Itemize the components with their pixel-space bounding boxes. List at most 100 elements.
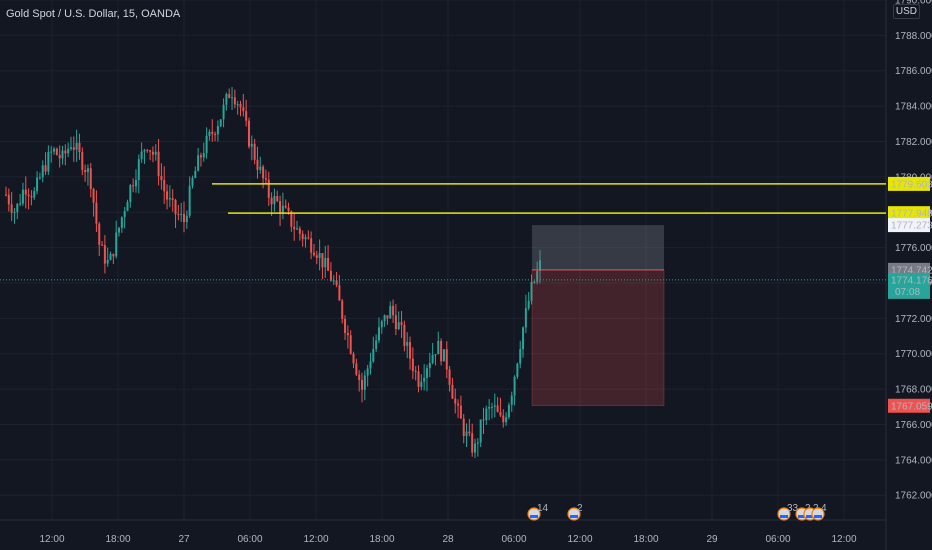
candle-body	[284, 205, 287, 208]
candle-body	[440, 340, 443, 362]
candle-body	[505, 417, 508, 423]
candle-body	[301, 233, 304, 240]
candle-body	[250, 143, 253, 147]
candle-body	[202, 153, 205, 158]
candle-body	[279, 201, 282, 213]
candle-body	[493, 405, 496, 407]
candle-body	[115, 232, 118, 257]
candle-body	[361, 379, 363, 390]
candle-body	[245, 111, 248, 121]
candle-body	[24, 189, 27, 195]
candle-body	[84, 170, 87, 173]
position-stop-zone[interactable]	[531, 269, 665, 407]
candle-body	[524, 308, 527, 328]
candle-body	[38, 177, 41, 179]
candle-body	[89, 168, 92, 189]
candle-body	[154, 151, 157, 155]
y-tick-label: 1786.000	[895, 66, 932, 77]
candle-body	[183, 213, 185, 223]
candle-body	[482, 419, 485, 421]
y-tick-label: 1768.000	[895, 385, 932, 396]
candle-body	[168, 198, 171, 200]
candle-body	[50, 151, 53, 153]
price-axis-tag-label: 1777.273	[891, 221, 932, 232]
candle-body	[448, 369, 451, 385]
x-tick-label: 06:00	[765, 534, 790, 545]
candle-body	[208, 131, 211, 136]
candle-body	[242, 107, 245, 112]
candle-body	[13, 212, 16, 214]
candle-body	[352, 353, 355, 364]
y-tick-label: 1766.000	[895, 420, 932, 431]
candle-body	[75, 142, 78, 150]
level-price-label: 1779.603	[891, 179, 932, 190]
candle-body	[389, 305, 392, 319]
candle-body	[163, 179, 166, 192]
countdown-label: 07:08	[895, 287, 920, 298]
candle-body	[219, 119, 222, 127]
candle-body	[372, 348, 375, 362]
candle-body	[47, 151, 50, 172]
candle-body	[267, 179, 270, 198]
candle-body	[383, 315, 386, 322]
candle-body	[273, 196, 276, 205]
event-count-label: 2	[577, 503, 583, 514]
candle-body	[64, 150, 67, 154]
candle-body	[375, 340, 378, 349]
x-tick-label: 12:00	[831, 534, 856, 545]
currency-button[interactable]: USD	[892, 4, 920, 19]
y-tick-label: 1770.000	[895, 349, 932, 360]
candle-body	[366, 368, 369, 376]
candle-body	[53, 148, 56, 152]
y-tick-label: 1788.000	[895, 31, 932, 42]
candle-body	[465, 431, 468, 437]
candle-body	[262, 166, 265, 179]
candle-body	[321, 253, 324, 268]
candle-body	[527, 300, 530, 309]
candle-body	[369, 361, 372, 369]
price-axis-tag-label: 1767.059	[891, 401, 932, 412]
candle-body	[358, 374, 361, 380]
candle-body	[312, 252, 315, 256]
candle-body	[185, 215, 188, 223]
position-target-zone[interactable]	[532, 225, 664, 270]
candle-body	[253, 143, 256, 160]
candle-body	[296, 228, 299, 230]
price-axis-tag	[888, 398, 930, 413]
candle-body	[126, 202, 129, 212]
candle-body	[55, 148, 58, 156]
candle-body	[476, 442, 479, 444]
candle-body	[270, 197, 273, 205]
candle-body	[539, 260, 541, 271]
candle-body	[112, 253, 115, 257]
candle-body	[479, 419, 482, 443]
candle-body	[10, 204, 13, 213]
candle-body	[81, 152, 84, 171]
candle-body	[335, 280, 338, 286]
candle-body	[276, 196, 279, 202]
x-tick-label: 28	[442, 534, 454, 545]
level-price-tag	[888, 206, 930, 221]
candle-body	[536, 270, 539, 282]
candle-body	[95, 202, 98, 224]
candle-body	[33, 191, 36, 198]
candle-body	[180, 213, 183, 215]
candle-body	[69, 147, 72, 149]
candle-body	[324, 257, 327, 268]
candle-body	[485, 408, 488, 421]
candle-body	[522, 327, 525, 350]
candle-body	[171, 198, 174, 200]
candle-body	[44, 165, 47, 172]
candle-body	[101, 244, 104, 246]
candle-body	[118, 227, 121, 233]
candle-body	[346, 332, 349, 336]
candle-body	[445, 349, 448, 370]
event-flag-stripe	[530, 515, 538, 518]
candle-body	[510, 395, 513, 405]
symbol-title[interactable]: Gold Spot / U.S. Dollar, 15, OANDA	[6, 8, 181, 20]
x-tick-label: 18:00	[633, 534, 658, 545]
event-flag-stripe	[570, 515, 578, 518]
candle-body	[259, 166, 262, 170]
candle-body	[36, 177, 39, 192]
